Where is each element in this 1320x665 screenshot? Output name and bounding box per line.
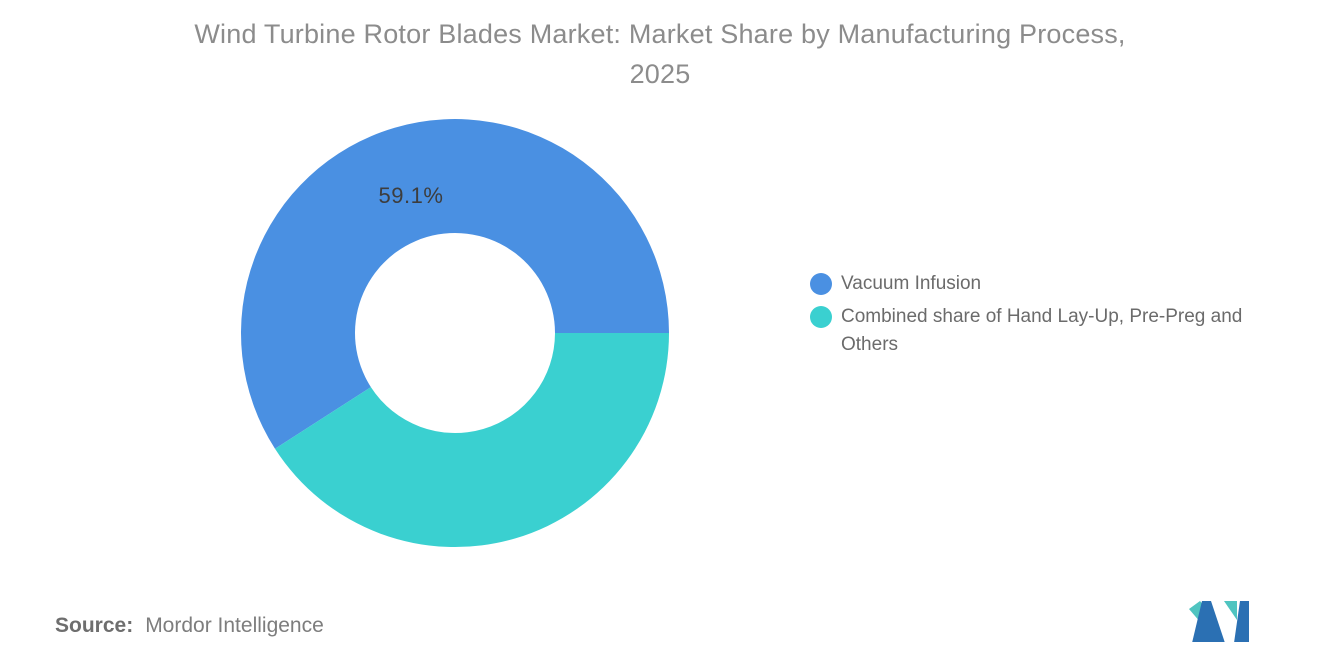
chart-title-line2: 2025: [629, 59, 691, 89]
chart-title-line1: Wind Turbine Rotor Blades Market: Market…: [194, 19, 1126, 49]
legend-item-combined-share[interactable]: Combined share of Hand Lay-Up, Pre-Preg …: [810, 303, 1269, 359]
source-line: Source: Mordor Intelligence: [55, 614, 324, 638]
legend-label-combined-share: Combined share of Hand Lay-Up, Pre-Preg …: [841, 306, 1243, 355]
legend-marker-blue-icon: [810, 273, 832, 295]
slice-combined-share[interactable]: [275, 333, 669, 548]
legend-item-vacuum-infusion[interactable]: Vacuum Infusion: [810, 270, 1269, 298]
slice-value-label: 59.1%: [378, 183, 444, 208]
source-label: Source:: [55, 614, 134, 637]
legend: Vacuum Infusion Combined share of Hand L…: [810, 270, 1269, 359]
slice-vacuum-infusion[interactable]: [240, 119, 669, 449]
legend-marker-teal-icon: [810, 306, 832, 328]
chart-title: Wind Turbine Rotor Blades Market: Market…: [0, 14, 1320, 94]
donut-chart: [240, 119, 669, 548]
mordor-intelligence-logo-icon: [1189, 601, 1249, 642]
source-value: Mordor Intelligence: [145, 614, 324, 637]
legend-label-vacuum-infusion: Vacuum Infusion: [841, 273, 982, 294]
